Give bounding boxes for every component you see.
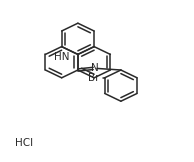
Text: HCl: HCl — [15, 138, 33, 148]
Text: N: N — [91, 63, 99, 73]
Text: HN: HN — [54, 52, 70, 62]
Text: Br: Br — [88, 73, 100, 83]
